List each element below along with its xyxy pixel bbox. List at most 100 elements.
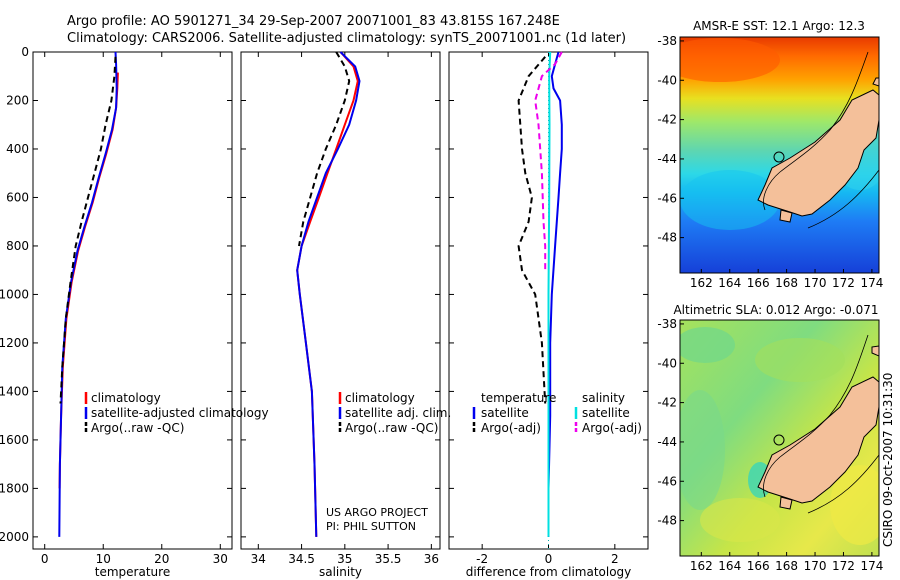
x-tick-label: 0 (545, 552, 553, 566)
credit-stamp: CSIRO 09-Oct-2007 10:31:30 (881, 373, 895, 547)
y-tick-label: 1600 (0, 433, 29, 447)
y-tick-label: 200 (6, 93, 29, 107)
legend-temp-argo-label: Argo(-adj) (481, 421, 541, 435)
south-island-land (757, 89, 879, 217)
legend-salinity-group-title: salinity (582, 391, 625, 405)
map-y-tick-label: -44 (657, 152, 677, 166)
sla-map-frame (679, 319, 880, 557)
legend-sal-satellite-label: satellite adj. clim. (345, 406, 451, 420)
series-satellite (58, 51, 118, 537)
y-tick-label: 600 (6, 190, 29, 204)
sst-argo-marker (773, 151, 785, 163)
sla-map-axes: 162 164 166 168 170 172 174 -38 -40 -42 -44 -46 -48 (657, 317, 883, 573)
map-y-tick-label: -42 (657, 113, 677, 127)
legend-argo-label: Argo(..raw -QC) (91, 421, 184, 435)
x-tick-label: 34.5 (288, 552, 315, 566)
sla-map: Altimetric SLA: 0.012 Argo: -0.071 162 16… (657, 303, 883, 573)
sst-map-frame (679, 36, 880, 274)
x-tick-label: 35 (337, 552, 352, 566)
series-sal_argo (534, 51, 563, 271)
x-tick-label: 36 (424, 552, 439, 566)
plot-frame (240, 51, 441, 550)
sst-map-axes: 162 164 166 168 170 172 174 -38 -40 -42 -44 -46 -48 (657, 34, 883, 290)
sla-north-island-land (871, 345, 879, 357)
map-x-tick-label: 164 (718, 276, 741, 290)
map-y-tick-label: -44 (657, 435, 677, 449)
sla-map-title: Altimetric SLA: 0.012 Argo: -0.071 (673, 303, 878, 317)
x-tick-label: 10 (96, 552, 111, 566)
map-x-tick-label: 162 (690, 276, 713, 290)
series-argo (298, 51, 351, 247)
map-y-tick-label: -46 (657, 474, 677, 488)
sst-bathymetry-contour-2 (807, 169, 879, 229)
map-y-tick-label: -42 (657, 396, 677, 410)
legend-climatology-label: climatology (91, 391, 161, 405)
x-tick-label: 0 (41, 552, 49, 566)
north-island-land (872, 77, 879, 87)
y-tick-label: 1800 (0, 481, 29, 495)
y-tick-label: 800 (6, 239, 29, 253)
map-x-tick-label: 170 (804, 559, 827, 573)
map-y-tick-label: -38 (657, 317, 677, 331)
sst-map-title: AMSR-E SST: 12.1 Argo: 12.3 (693, 19, 865, 33)
project-note-line1: US ARGO PROJECT (326, 506, 428, 519)
map-x-tick-label: 162 (690, 559, 713, 573)
sla-argo-marker (773, 434, 785, 446)
series-temp_satellite (547, 51, 563, 537)
sla-south-island-land (757, 376, 879, 504)
map-y-tick-label: -46 (657, 191, 677, 205)
y-tick-label: 1000 (0, 287, 29, 301)
x-tick-label: 30 (213, 552, 228, 566)
stewart-island-land (779, 209, 793, 223)
y-tick-label: 2000 (0, 530, 29, 544)
legend-sal-satellite-diff-label: satellite (582, 406, 630, 420)
project-note-line2: PI: PHIL SUTTON (326, 520, 416, 533)
x-tick-label: 35.5 (375, 552, 402, 566)
series-temp_argo (517, 56, 547, 404)
x-tick-label: -2 (476, 552, 488, 566)
plot-frame (32, 51, 233, 550)
sst-bathymetry-contour (763, 51, 869, 211)
series-sal_satellite (547, 51, 552, 537)
difference-legend: temperature satellite Argo(-adj) salinit… (472, 391, 642, 435)
map-x-tick-label: 170 (804, 276, 827, 290)
map-x-tick-label: 168 (775, 276, 798, 290)
y-tick-label: 1400 (0, 384, 29, 398)
map-x-tick-label: 166 (747, 276, 770, 290)
x-tick-label: 34 (251, 552, 266, 566)
legend-temp-satellite-label: satellite (481, 406, 529, 420)
figure-title-line1: Argo profile: AO 5901271_34 29-Sep-2007 … (67, 14, 560, 29)
sst-map: AMSR-E SST: 12.1 Argo: 12.3 162 164 166 168… (657, 19, 883, 290)
map-y-tick-label: -40 (657, 73, 677, 87)
temperature-panel: 0 10 20 30 0 200 400 600 800 1000 1200 1400 1600 1800… (0, 45, 233, 579)
sla-bathymetry-contour-2 (807, 454, 879, 514)
salinity-legend: climatology satellite adj. clim. Argo(..… (338, 391, 451, 435)
map-y-tick-label: -40 (657, 356, 677, 370)
map-x-tick-label: 164 (718, 559, 741, 573)
map-y-tick-label: -48 (657, 231, 677, 245)
map-x-tick-label: 168 (775, 559, 798, 573)
legend-sal-climatology-label: climatology (345, 391, 415, 405)
map-x-tick-label: 172 (832, 559, 855, 573)
map-y-tick-label: -48 (657, 514, 677, 528)
x-axis-label: temperature (95, 565, 170, 579)
y-tick-label: 0 (21, 45, 29, 59)
legend-temperature-group-title: temperature (481, 391, 556, 405)
legend-sal-argo-label: Argo(..raw -QC) (345, 421, 438, 435)
map-x-tick-label: 172 (832, 276, 855, 290)
sla-bathymetry-contour (763, 334, 869, 498)
sla-stewart-island-land (779, 496, 793, 510)
y-tick-label: 400 (6, 142, 29, 156)
series-argo (59, 56, 117, 404)
x-axis-label: salinity (319, 565, 362, 579)
salinity-panel: 34 34.5 35 35.5 36 salinity (240, 51, 441, 579)
legend-satellite-label: satellite-adjusted climatology (91, 406, 269, 420)
x-tick-label: 2 (611, 552, 619, 566)
figure-title-line2: Climatology: CARS2006. Satellite-adjuste… (67, 31, 626, 46)
map-y-tick-label: -38 (657, 34, 677, 48)
map-x-tick-label: 166 (747, 559, 770, 573)
temperature-legend: climatology satellite-adjusted climatolo… (84, 391, 269, 435)
x-axis-label: difference from climatology (466, 565, 632, 579)
